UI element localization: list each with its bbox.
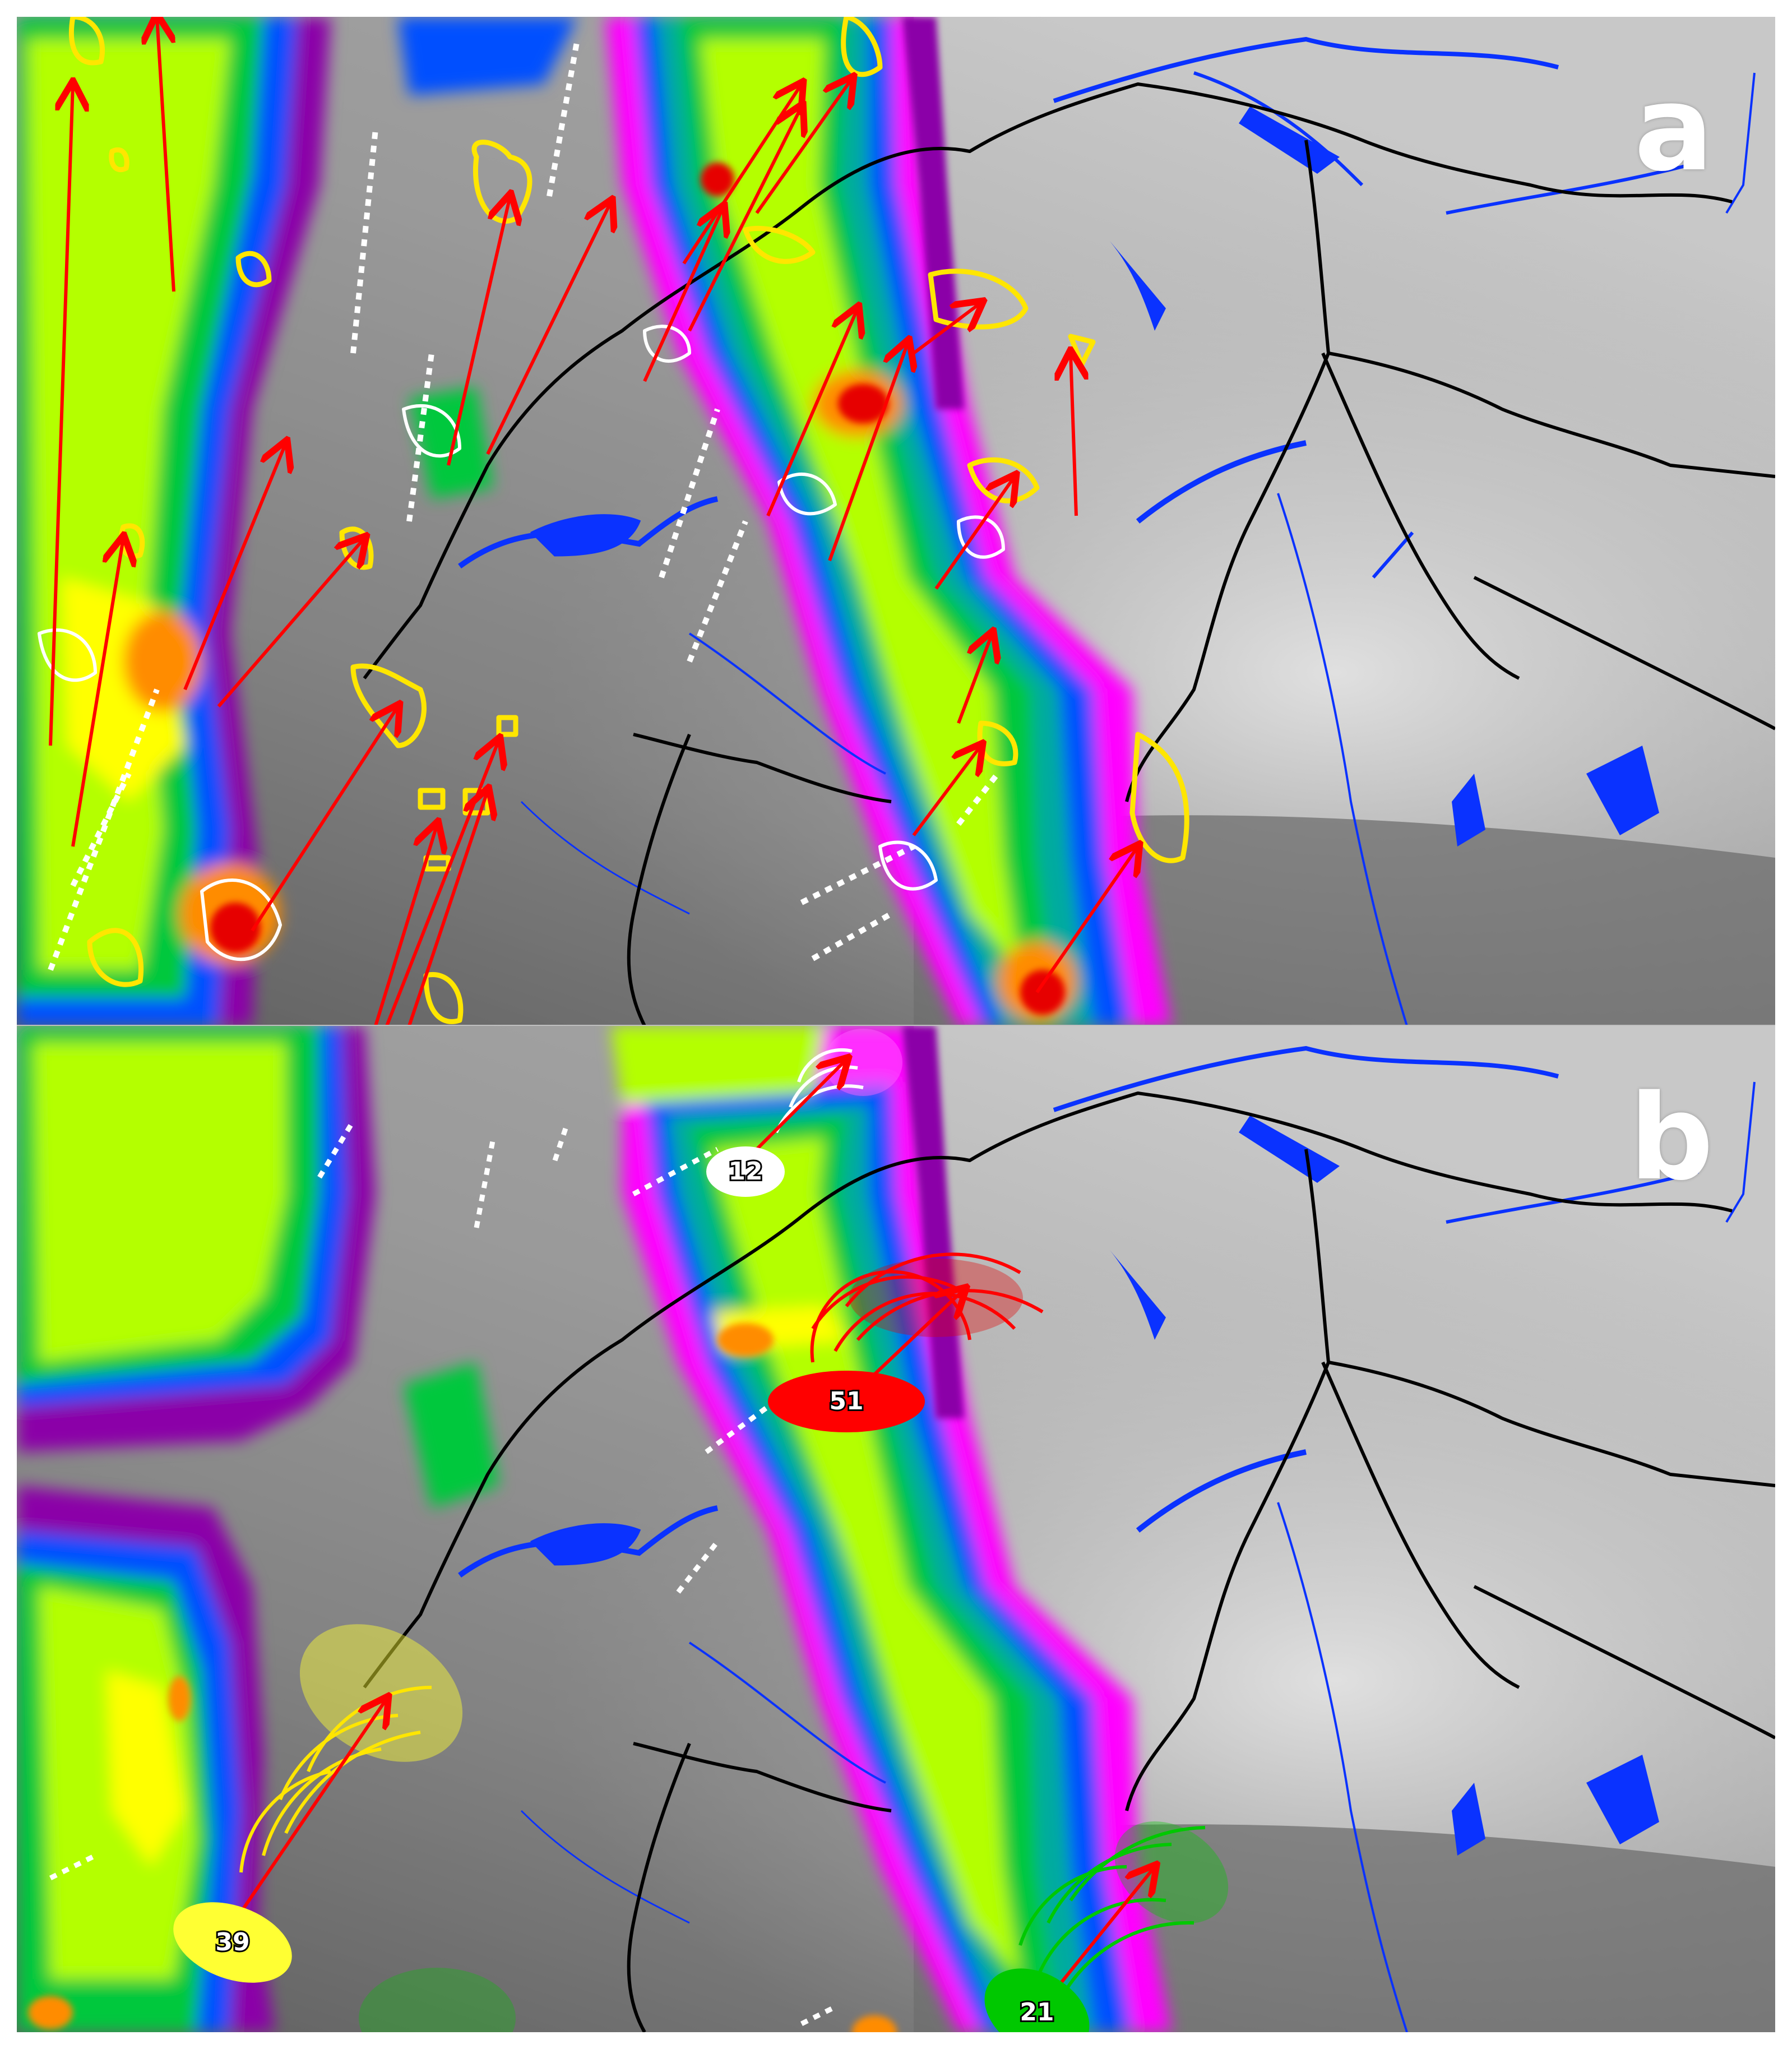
rivers-lakes (458, 1046, 1756, 2032)
nowcast-cell-label-21: 21 (1020, 1998, 1054, 2027)
cell-contours-white (38, 325, 1005, 961)
panel-label-b: b (1629, 1069, 1714, 1206)
nowcast-cell-21: 21 (359, 1821, 1229, 2032)
country-borders (363, 1091, 1775, 2032)
panel-b-nowcast-map: 12 51 (17, 1026, 1775, 2032)
panel-label-a: a (1634, 60, 1714, 197)
rivers-lakes (458, 36, 1756, 1026)
panel-a-map (17, 17, 1775, 1026)
nowcast-cell-label-39: 39 (215, 1928, 249, 1957)
nowcast-cell-39: 39 (173, 1624, 463, 1983)
radar-precipitation (17, 17, 1171, 1026)
nowcast-cell-label-51: 51 (829, 1387, 863, 1416)
country-borders (363, 82, 1775, 1026)
radar-precipitation (17, 1026, 1171, 2032)
panel-b-map: 12 51 (17, 1026, 1775, 2032)
past-cell-tracks (48, 39, 1000, 971)
track-arrows (49, 17, 1138, 1026)
nowcast-cell-12: 12 (706, 1029, 902, 1197)
nowcast-cell-label-12: 12 (728, 1157, 762, 1186)
panel-a-track-map: a (17, 17, 1775, 1026)
nowcast-cell-51: 51 (768, 1252, 1044, 1432)
nowcast-cell-partial-green (359, 1968, 516, 2032)
